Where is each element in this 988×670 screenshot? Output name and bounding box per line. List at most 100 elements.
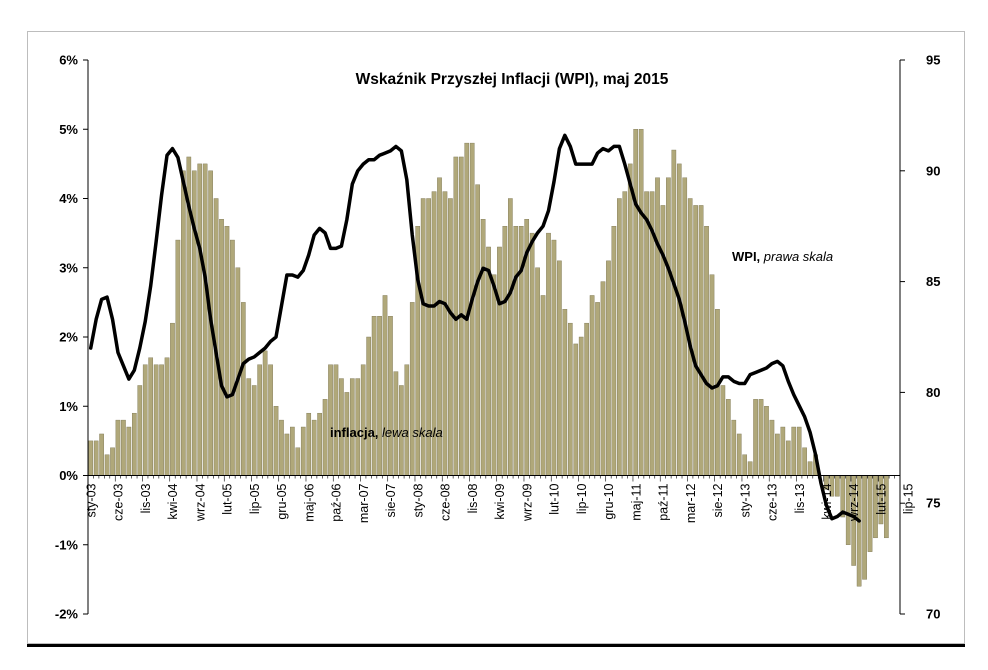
inflation-bar <box>557 260 562 476</box>
left-tick-label: 3% <box>59 260 78 275</box>
x-tick-label: maj-11 <box>629 483 643 520</box>
inflation-bar <box>660 205 666 476</box>
inflation-bar <box>529 232 535 476</box>
inflation-bar <box>131 412 137 476</box>
inflation-bar <box>715 309 720 476</box>
inflation-bar <box>306 412 312 476</box>
inflation-bar <box>584 322 589 476</box>
inflation-bar <box>219 219 224 476</box>
x-tick-label: sty-03 <box>84 483 98 517</box>
inflation-bar <box>704 225 709 476</box>
right-tick-label: 90 <box>926 163 940 178</box>
inflation-bar <box>409 302 415 476</box>
inflation-bar <box>148 357 154 476</box>
inflation-bar <box>300 426 306 476</box>
x-tick-label: lis-03 <box>139 483 153 513</box>
inflation-bar <box>747 461 753 476</box>
inflation-bar <box>230 239 235 476</box>
inflation-bar <box>360 364 366 476</box>
inflation-bar <box>595 302 600 476</box>
inflation-bar <box>720 385 726 476</box>
x-tick-label: kwi-04 <box>166 483 180 519</box>
inflation-bar <box>491 274 497 476</box>
inflation-bar <box>110 447 115 476</box>
inflation-bar <box>486 246 491 476</box>
x-tick-label: sty-08 <box>411 483 425 517</box>
left-tick-label: -1% <box>55 537 79 552</box>
right-tick-label: 70 <box>926 607 940 622</box>
inflation-bar <box>197 163 203 476</box>
inflation-bar <box>644 191 649 476</box>
inflation-bar <box>785 440 791 476</box>
x-tick-label: cze-03 <box>112 483 126 521</box>
left-tick-label: 6% <box>59 53 78 68</box>
x-tick-label: lis-08 <box>466 483 480 513</box>
inflation-bar <box>573 343 579 476</box>
right-tick-label: 80 <box>926 385 940 400</box>
inflation-bar <box>240 302 246 476</box>
x-tick-label: lut-05 <box>221 483 235 514</box>
inflation-bar <box>546 232 551 476</box>
annotation-wpi-italic: prawa skala <box>763 249 833 264</box>
inflation-bar <box>366 336 371 476</box>
x-tick-label: lut-10 <box>548 483 562 514</box>
inflation-bar <box>382 295 388 476</box>
x-tick-label: mar-12 <box>684 483 698 523</box>
inflation-bar <box>567 322 573 476</box>
inflation-bar <box>322 399 328 476</box>
inflation-bar <box>807 461 813 476</box>
bottom-rule <box>27 644 965 647</box>
inflation-bar <box>578 336 584 476</box>
inflation-bar <box>273 406 279 476</box>
inflation-bar <box>290 426 295 476</box>
inflation-bar <box>153 364 159 476</box>
inflation-bar <box>170 322 175 476</box>
inflation-bar <box>867 475 873 552</box>
inflation-bar <box>202 163 208 476</box>
inflation-bar <box>617 198 622 476</box>
annotation-inflation-italic: lewa skala <box>382 425 443 440</box>
inflation-bar <box>764 406 769 476</box>
inflation-bar <box>796 426 802 476</box>
inflation-bar <box>769 419 775 476</box>
chart-frame <box>27 31 965 644</box>
inflation-bar <box>442 191 448 476</box>
inflation-bar <box>666 177 671 476</box>
x-tick-label: sie-07 <box>384 483 398 517</box>
inflation-bar <box>475 184 480 476</box>
inflation-bar <box>655 177 660 476</box>
inflation-bar <box>333 364 339 476</box>
left-tick-label: 0% <box>59 468 78 483</box>
inflation-bar <box>393 371 399 476</box>
inflation-bar <box>513 225 519 476</box>
inflation-bar <box>262 350 268 476</box>
inflation-bar <box>676 163 682 476</box>
annotation-wpi: WPI, prawa skala <box>732 249 833 264</box>
x-tick-label: lip-10 <box>575 483 589 514</box>
left-tick-label: -2% <box>55 607 79 622</box>
inflation-bar <box>638 129 644 476</box>
inflation-bar <box>371 316 377 476</box>
x-tick-label: paź-06 <box>330 483 344 521</box>
inflation-bar <box>497 246 502 476</box>
inflation-bar <box>835 475 840 497</box>
inflation-bar <box>606 260 611 476</box>
inflation-bar <box>377 316 382 476</box>
x-tick-label: wrz-09 <box>520 483 534 522</box>
chart-texts: Wskaźnik Przyszłej Inflacji (WPI), maj 2… <box>330 71 833 440</box>
left-tick-label: 1% <box>59 399 78 414</box>
inflation-bar <box>279 419 284 476</box>
inflation-bar <box>753 399 758 476</box>
inflation-bar <box>159 364 164 476</box>
wpi-line-group <box>88 133 861 523</box>
inflation-bar <box>802 447 807 476</box>
inflation-bar <box>633 129 639 476</box>
wpi-line <box>88 133 861 523</box>
inflation-bar <box>622 191 628 476</box>
left-tick-label: 2% <box>59 330 78 345</box>
inflation-bar <box>404 364 410 476</box>
inflation-bar <box>295 447 301 476</box>
inflation-bar <box>115 419 121 476</box>
inflation-bar <box>93 440 99 476</box>
inflation-bar <box>600 281 606 476</box>
